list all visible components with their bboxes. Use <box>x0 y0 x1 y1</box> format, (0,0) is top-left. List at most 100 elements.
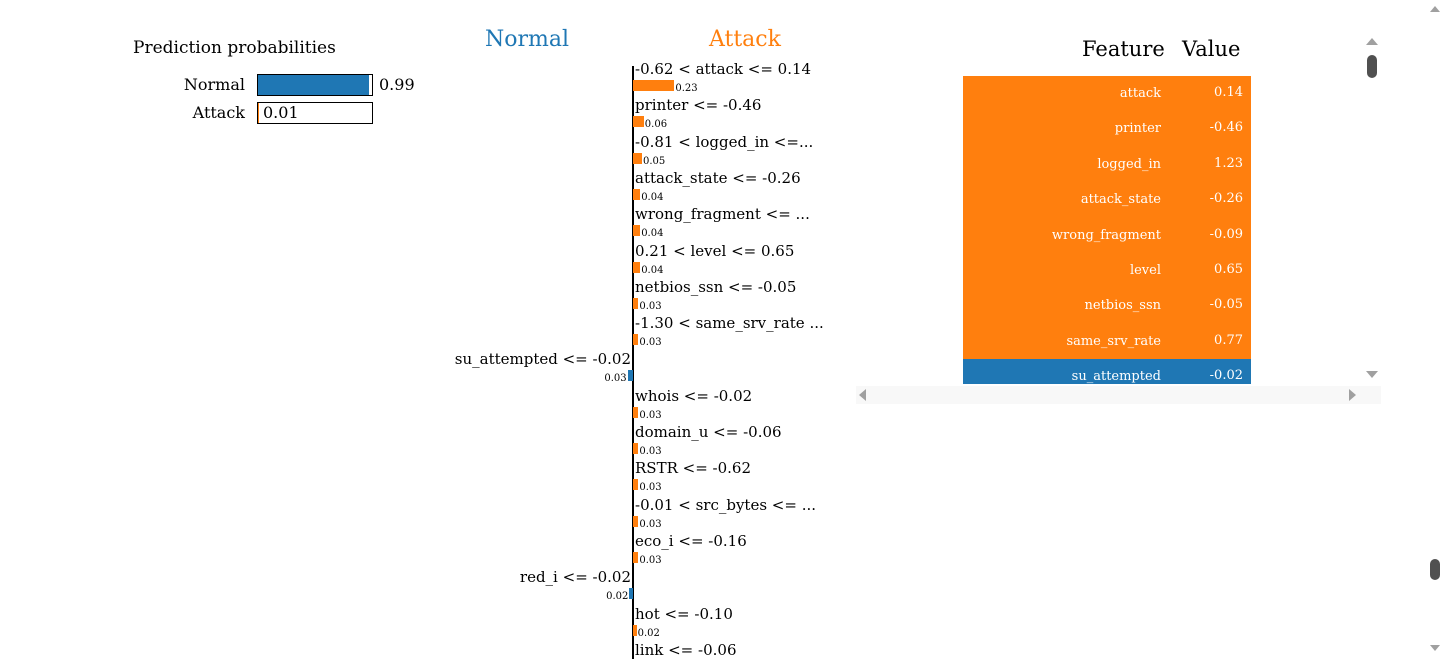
feature-label: su_attempted <= -0.02 <box>454 350 631 369</box>
feature-contribution-value: 0.03 <box>639 409 662 421</box>
feature-contribution-value: 0.05 <box>643 155 666 167</box>
table-row: netbios_ssn -0.05 <box>963 288 1251 324</box>
feature-label: red_i <= -0.02 <box>519 568 631 587</box>
feature-contribution-bar <box>633 551 639 563</box>
probability-row: Attack 0.01 <box>150 102 430 124</box>
table-header-feature: Feature <box>1082 37 1165 61</box>
feature-contribution-value: 0.03 <box>639 482 662 494</box>
table-cell-feature: same_srv_rate <box>1066 333 1161 349</box>
feature-contribution-bar <box>633 624 637 636</box>
feature-label: whois <= -0.02 <box>635 386 753 405</box>
table-header-value: Value <box>1182 37 1241 61</box>
page-scrollbar-thumb[interactable] <box>1430 559 1440 580</box>
feature-contribution-bar <box>633 334 639 346</box>
feature-contribution-bar <box>633 152 642 164</box>
table-cell-feature: attack_state <box>1080 192 1161 208</box>
feature-label: RSTR <= -0.62 <box>635 459 752 478</box>
table-cell-value: -0.05 <box>1209 297 1243 313</box>
prediction-probabilities-title: Prediction probabilities <box>133 38 336 58</box>
feature-contribution-value: 0.04 <box>641 264 664 276</box>
feature-label: domain_u <= -0.06 <box>635 423 782 441</box>
feature-label: hot <= -0.10 <box>635 604 733 623</box>
feature-contribution-value: 0.03 <box>639 446 662 457</box>
probability-bar-box <box>257 74 373 96</box>
feature-contribution-value: 0.03 <box>639 554 662 566</box>
probability-bar <box>258 75 369 95</box>
table-cell-value: 0.14 <box>1214 85 1243 100</box>
table-cell-feature: level <box>1129 263 1161 278</box>
feature-contribution-bar <box>633 261 641 273</box>
table-row: logged_in 1.23 <box>963 146 1251 183</box>
feature-contribution-value: 0.02 <box>637 627 660 639</box>
feature-contribution-bar <box>633 479 639 491</box>
scroll-down-arrow-icon[interactable] <box>1366 371 1378 378</box>
table-cell-value: 0.77 <box>1214 332 1243 348</box>
feature-contribution-bar <box>633 443 639 454</box>
feature-label: link <= -0.06 <box>635 640 737 659</box>
scroll-up-arrow-icon[interactable] <box>1366 38 1378 45</box>
feature-contribution-bar <box>633 406 639 418</box>
page-scroll-up-arrow-icon[interactable] <box>1430 6 1440 12</box>
table-cell-value: -0.09 <box>1209 226 1243 242</box>
table-row: printer -0.46 <box>963 111 1251 147</box>
table-cell-feature: wrong_fragment <box>1051 227 1161 243</box>
table-row: wrong_fragment -0.09 <box>963 217 1251 253</box>
table-row: level 0.65 <box>963 253 1251 289</box>
feature-label: attack_state <= -0.26 <box>635 168 801 187</box>
feature-contribution-value: 0.03 <box>639 300 662 312</box>
table-cell-feature: netbios_ssn <box>1084 298 1161 314</box>
feature-contribution-value: 0.03 <box>604 373 627 385</box>
feature-contribution-value: 0.02 <box>606 591 629 603</box>
feature-label: -0.62 < attack <= 0.14 <box>635 60 812 78</box>
scroll-right-arrow-icon[interactable] <box>1349 389 1356 401</box>
probability-label: Normal <box>183 75 245 94</box>
feature-contribution-bar <box>633 116 644 128</box>
feature-label: -1.30 < same_srv_rate ... <box>635 314 824 333</box>
feature-contribution-value: 0.06 <box>644 119 668 131</box>
table-cell-value: 1.23 <box>1214 155 1243 171</box>
page-scroll-down-arrow-icon[interactable] <box>1430 645 1440 651</box>
probability-value: 0.01 <box>263 103 299 122</box>
table-cell-value: -0.02 <box>1209 368 1243 384</box>
table-cell-feature: printer <box>1114 121 1161 137</box>
feature-contribution-bar <box>633 297 639 309</box>
feature-label: 0.21 < level <= 0.65 <box>635 241 795 260</box>
table-cell-feature: logged_in <box>1097 156 1161 172</box>
feature-label: eco_i <= -0.16 <box>635 531 747 550</box>
feature-contribution-bar <box>633 188 641 200</box>
feature-contribution-bar <box>633 515 639 527</box>
feature-label: printer <= -0.46 <box>635 96 762 115</box>
feature-contribution-value: 0.03 <box>639 337 662 349</box>
table-cell-value: -0.46 <box>1209 120 1243 136</box>
probability-bar <box>258 103 260 123</box>
feature-contribution-bar <box>633 225 641 237</box>
feature-contribution-value: 0.04 <box>641 228 664 240</box>
scroll-left-arrow-icon[interactable] <box>859 389 866 401</box>
table-cell-value: -0.26 <box>1209 191 1243 207</box>
feature-label: wrong_fragment <= ... <box>635 205 810 224</box>
table-row: attack 0.14 <box>963 76 1251 112</box>
class-label-normal: Normal <box>485 27 570 52</box>
table-row: su_attempted -0.02 <box>963 359 1251 384</box>
table-cell-feature: su_attempted <box>1071 369 1161 384</box>
feature-label: netbios_ssn <= -0.05 <box>635 277 797 296</box>
feature-value-table[interactable]: attack 0.14 printer -0.46 logged_in 1.23 attac… <box>963 76 1251 384</box>
table-horizontal-scrollbar[interactable] <box>856 386 1381 404</box>
feature-contribution-bar <box>627 370 633 382</box>
feature-label: -0.01 < src_bytes <= ... <box>635 495 816 514</box>
probability-bar-box <box>257 102 373 124</box>
probability-row: Normal 0.99 <box>150 74 430 96</box>
probability-label: Attack <box>192 103 245 122</box>
feature-label: -0.81 < logged_in <=... <box>635 132 814 151</box>
table-row: attack_state -0.26 <box>963 182 1251 218</box>
probability-value: 0.99 <box>379 75 415 94</box>
class-label-attack: Attack <box>709 27 781 52</box>
table-cell-value: 0.65 <box>1214 262 1243 277</box>
chart-axis-line <box>632 66 634 659</box>
table-row: same_srv_rate 0.77 <box>963 323 1251 360</box>
feature-contribution-bar <box>633 80 675 91</box>
feature-contribution-value: 0.23 <box>675 83 698 94</box>
table-vertical-scrollbar-thumb[interactable] <box>1367 55 1377 78</box>
feature-contribution-bar <box>629 588 633 600</box>
feature-contribution-value: 0.04 <box>641 191 664 203</box>
